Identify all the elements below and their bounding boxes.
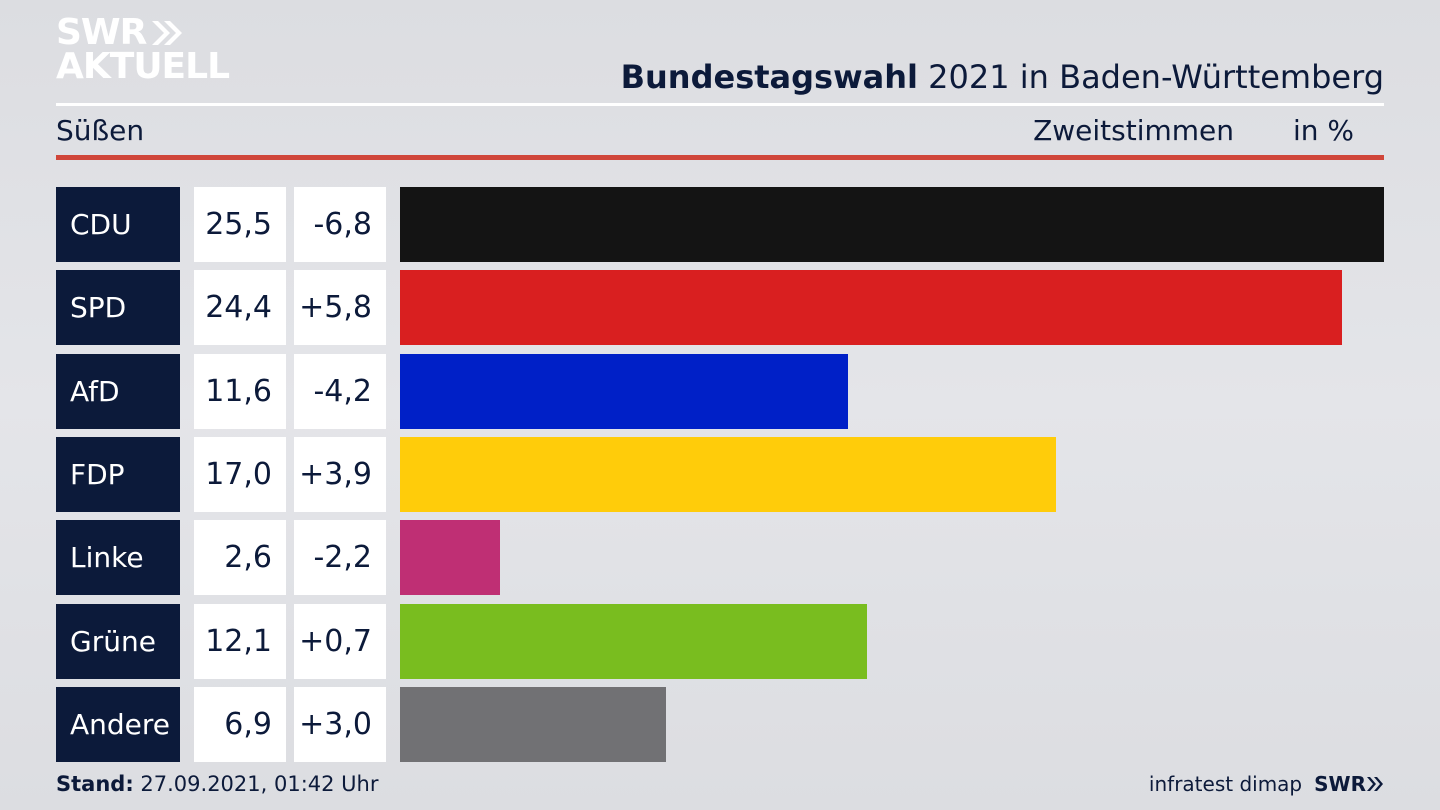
page-title: Bundestagswahl 2021 in Baden-Württemberg [621, 58, 1384, 96]
source-credit: infratest dimap SWR [1149, 772, 1384, 796]
source-label: infratest dimap [1148, 772, 1303, 796]
value-label: 6,9 [194, 686, 286, 762]
value-label: 2,6 [194, 520, 286, 596]
title-bold: Bundestagswahl [620, 58, 918, 96]
value-label: 24,4 [194, 270, 286, 346]
bar [400, 520, 500, 596]
chart-row: CDU 25,5 -6,8 [56, 187, 1384, 262]
value-label: 12,1 [194, 603, 286, 679]
value-label: 25,5 [194, 187, 286, 262]
logo-aktuell-text: AKTUELL [56, 46, 230, 87]
logo-swr-text: SWR [56, 12, 147, 53]
party-label: AfD [56, 353, 180, 429]
title-rest: 2021 in Baden-Württemberg [917, 58, 1384, 96]
change-label: +0,7 [294, 603, 386, 679]
chart-row: AfD 11,6 -4,2 [56, 353, 1384, 429]
chart-row: SPD 24,4 +5,8 [56, 270, 1384, 346]
chart-row: Grüne 12,1 +0,7 [56, 603, 1384, 679]
double-chevron-icon [150, 19, 184, 47]
stand-value: 27.09.2021, 01:42 Uhr [133, 772, 379, 796]
swr-small-text: SWR [1314, 772, 1366, 796]
chart-row: FDP 17,0 +3,9 [56, 436, 1384, 512]
stand-label: Stand: [56, 772, 134, 796]
party-label: CDU [56, 187, 180, 262]
chart-row: Andere 6,9 +3,0 [56, 686, 1384, 762]
change-label: -6,8 [294, 187, 386, 262]
value-label: 11,6 [194, 353, 286, 429]
bar [400, 187, 1384, 262]
change-label: -4,2 [294, 353, 386, 429]
party-label: FDP [56, 436, 180, 512]
swr-aktuell-logo: SWR AKTUELL [56, 12, 230, 87]
value-label: 17,0 [194, 436, 286, 512]
bar [400, 436, 1056, 512]
bar [400, 686, 666, 762]
bar [400, 353, 848, 429]
double-chevron-small-icon [1367, 777, 1383, 791]
metric-label: Zweitstimmen [1033, 114, 1234, 147]
header-divider [56, 103, 1384, 106]
change-label: +3,9 [294, 436, 386, 512]
change-label: +5,8 [294, 270, 386, 346]
chart-row: Linke 2,6 -2,2 [56, 520, 1384, 596]
accent-divider [56, 155, 1384, 160]
party-label: Grüne [56, 603, 180, 679]
party-label: Andere [56, 686, 180, 762]
change-label: -2,2 [294, 520, 386, 596]
unit-label: in % [1292, 114, 1354, 147]
change-label: +3,0 [294, 686, 386, 762]
bar [400, 603, 867, 679]
party-label: SPD [56, 270, 180, 346]
party-label: Linke [56, 520, 180, 596]
location-label: Süßen [56, 114, 145, 147]
timestamp: Stand: 27.09.2021, 01:42 Uhr [56, 772, 379, 796]
swr-small-logo: SWR [1314, 772, 1384, 796]
bar [400, 270, 1342, 346]
